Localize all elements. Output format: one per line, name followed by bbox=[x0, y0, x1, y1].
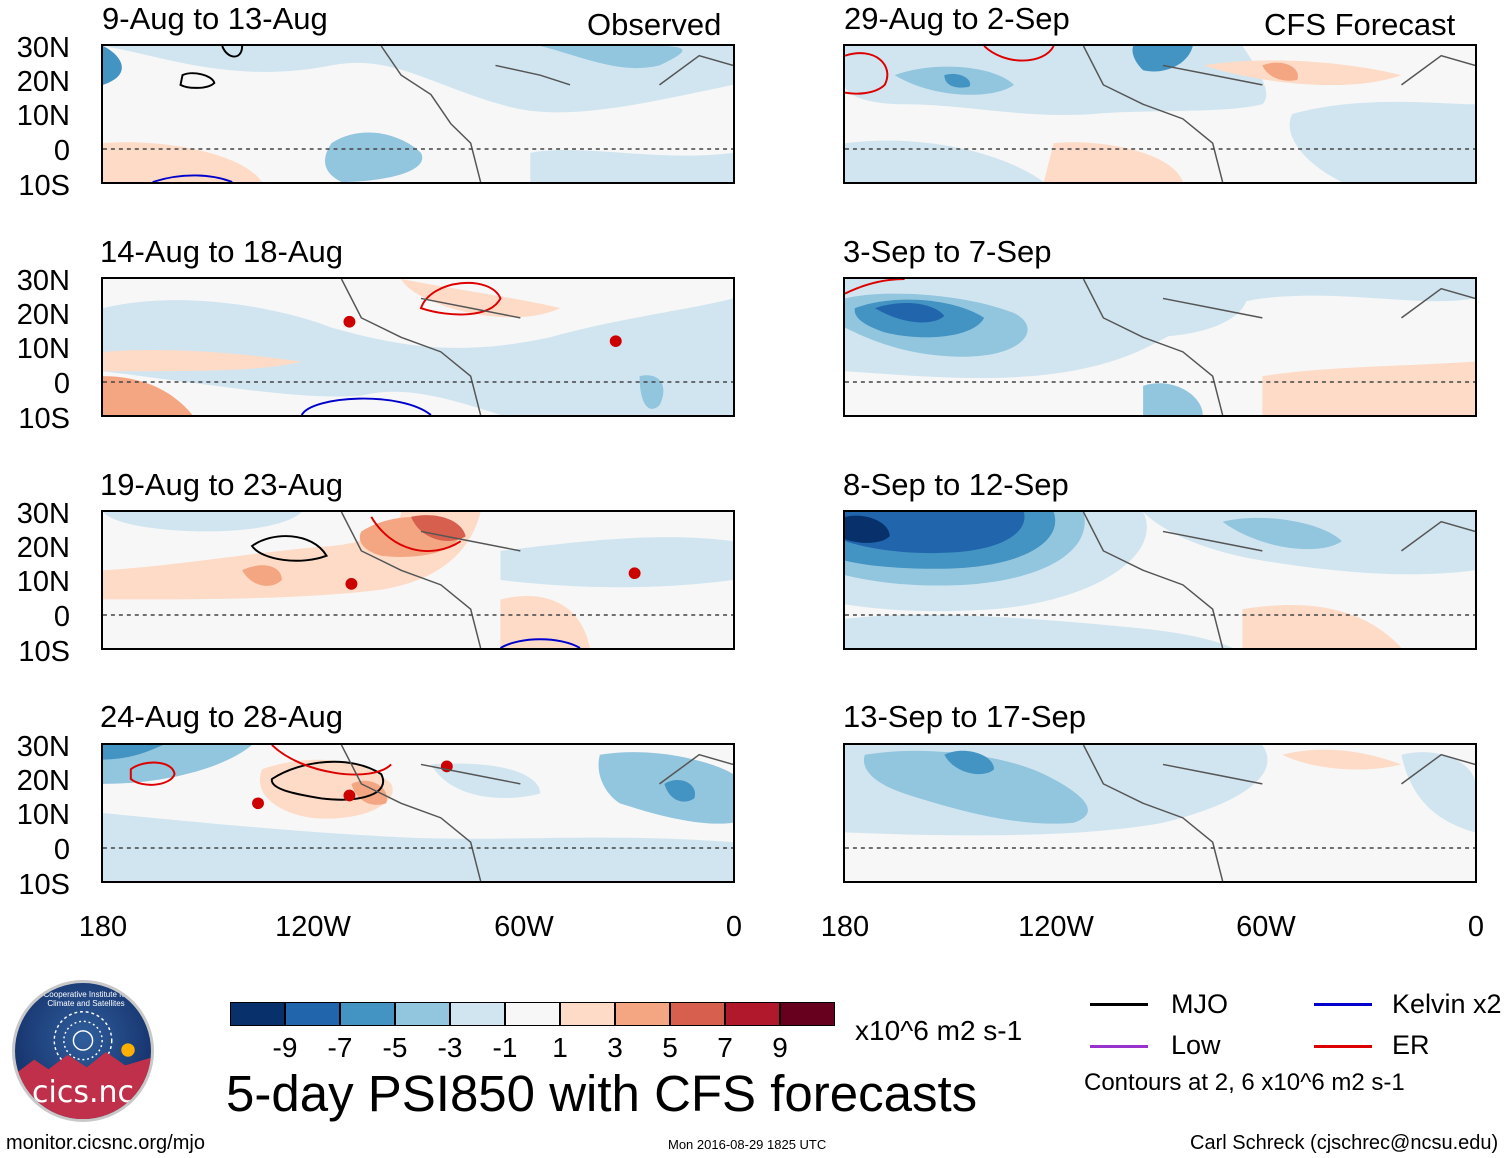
lon-label-180-right: 180 bbox=[820, 911, 870, 943]
storm-icon-L2 bbox=[343, 789, 356, 802]
colorbar-swatch bbox=[560, 1002, 615, 1026]
storm-icon-L bbox=[345, 578, 358, 590]
panel-tag-observed: Observed bbox=[587, 7, 722, 42]
map-panel-7 bbox=[843, 510, 1477, 650]
panel-title-6: 3-Sep to 7-Sep bbox=[843, 234, 1052, 269]
colorbar-tick-label: -7 bbox=[327, 1032, 353, 1063]
logo-ring-text: Cooperative Institute for Climate and Sa… bbox=[43, 990, 129, 1008]
lat-label: 10N bbox=[16, 566, 70, 598]
lat-label: 10N bbox=[16, 333, 70, 365]
legend-line-er bbox=[1314, 1045, 1372, 1048]
footer-right: Carl Schreck (cjschrec@ncsu.edu) bbox=[1190, 1132, 1499, 1154]
colorbar-tick-label: 1 bbox=[552, 1032, 568, 1063]
lat-label: 20N bbox=[16, 299, 70, 331]
lat-label: 30N bbox=[16, 731, 70, 763]
lat-label: 20N bbox=[16, 532, 70, 564]
panel-title-3: 19-Aug to 23-Aug bbox=[100, 467, 344, 502]
lat-label: 0 bbox=[53, 601, 70, 633]
colorbar-swatch bbox=[505, 1002, 560, 1026]
colorbar-swatch bbox=[670, 1002, 725, 1026]
map-panel-3 bbox=[101, 510, 735, 650]
colorbar-tick-label: -5 bbox=[382, 1032, 408, 1063]
colorbar-units: x10^6 m2 s-1 bbox=[855, 1015, 1023, 1046]
legend-note: Contours at 2, 6 x10^6 m2 s-1 bbox=[1084, 1069, 1405, 1096]
map-panel-4 bbox=[101, 743, 735, 883]
lat-label: 10S bbox=[18, 403, 70, 435]
legend-line-kelvin bbox=[1314, 1003, 1372, 1006]
colorbar-tick-label: 7 bbox=[717, 1032, 733, 1063]
legend-label-low: Low bbox=[1171, 1030, 1221, 1060]
map-panel-5 bbox=[843, 44, 1477, 184]
lon-label-120w-right: 120W bbox=[1018, 911, 1094, 943]
colorbar-tick-label: 9 bbox=[772, 1032, 788, 1063]
lon-label-60w-left: 60W bbox=[494, 911, 554, 943]
cics-logo: Cooperative Institute for Climate and Sa… bbox=[12, 980, 154, 1122]
panel-title-1: 9-Aug to 13-Aug bbox=[102, 1, 328, 36]
lat-label: 10S bbox=[18, 636, 70, 668]
legend-line-low bbox=[1090, 1045, 1148, 1048]
footer-center: Mon 2016-08-29 1825 UTC bbox=[668, 1137, 827, 1152]
logo-text: cics.nc bbox=[32, 1075, 134, 1110]
footer-left: monitor.cicsnc.org/mjo bbox=[6, 1132, 205, 1154]
map-panel-6 bbox=[843, 277, 1477, 417]
lat-label: 30N bbox=[16, 498, 70, 530]
panel-title-2: 14-Aug to 18-Aug bbox=[100, 234, 344, 269]
lon-label-180-left: 180 bbox=[78, 911, 128, 943]
map-panel-8 bbox=[843, 743, 1477, 883]
lon-label-0-right: 0 bbox=[1467, 911, 1485, 943]
lat-label: 0 bbox=[53, 135, 70, 167]
colorbar-swatch bbox=[780, 1002, 835, 1026]
panel-title-4: 24-Aug to 28-Aug bbox=[100, 699, 344, 734]
colorbar-tick-label: -3 bbox=[437, 1032, 463, 1063]
colorbar-swatch bbox=[615, 1002, 670, 1026]
colorbar-tick-label: 5 bbox=[662, 1032, 678, 1063]
colorbar-swatch bbox=[450, 1002, 505, 1026]
lat-label: 10N bbox=[16, 799, 70, 831]
legend-label-er: ER bbox=[1392, 1030, 1430, 1060]
storm-icon-K bbox=[343, 315, 356, 328]
lat-label: 10N bbox=[16, 100, 70, 132]
lon-label-60w-right: 60W bbox=[1236, 911, 1296, 943]
lat-label: 30N bbox=[16, 32, 70, 64]
lat-label: 0 bbox=[53, 368, 70, 400]
colorbar-tick-label: -9 bbox=[272, 1032, 298, 1063]
lat-label: 20N bbox=[16, 765, 70, 797]
lat-label: 10S bbox=[18, 869, 70, 901]
legend-line-mjo bbox=[1090, 1003, 1148, 1006]
legend-label-kelvin: Kelvin x2 bbox=[1392, 989, 1502, 1019]
lat-label: 30N bbox=[16, 265, 70, 297]
main-title: 5-day PSI850 with CFS forecasts bbox=[226, 1065, 978, 1122]
lat-label: 20N bbox=[16, 66, 70, 98]
colorbar-swatch bbox=[340, 1002, 395, 1026]
storm-icon-F bbox=[609, 335, 622, 347]
colorbar-swatch bbox=[395, 1002, 450, 1026]
map-panel-1 bbox=[101, 44, 735, 184]
panel-tag-forecast: CFS Forecast bbox=[1264, 7, 1456, 42]
lat-label: 10S bbox=[18, 170, 70, 202]
colorbar-tick-label: -1 bbox=[492, 1032, 518, 1063]
storm-icon-G bbox=[628, 567, 641, 580]
lon-label-0-left: 0 bbox=[725, 911, 743, 943]
panel-title-8: 13-Sep to 17-Sep bbox=[843, 699, 1087, 734]
storm-icon-M bbox=[252, 797, 264, 810]
panel-title-5: 29-Aug to 2-Sep bbox=[844, 1, 1070, 36]
lon-label-120w-left: 120W bbox=[275, 911, 351, 943]
colorbar-swatch bbox=[725, 1002, 780, 1026]
panel-title-7: 8-Sep to 12-Sep bbox=[843, 467, 1069, 502]
colorbar-swatch bbox=[230, 1002, 285, 1026]
legend-label-mjo: MJO bbox=[1171, 989, 1228, 1019]
colorbar-swatch bbox=[285, 1002, 340, 1026]
map-panel-2 bbox=[101, 277, 735, 417]
colorbar-tick-label: 3 bbox=[607, 1032, 623, 1063]
lat-label: 0 bbox=[53, 834, 70, 866]
